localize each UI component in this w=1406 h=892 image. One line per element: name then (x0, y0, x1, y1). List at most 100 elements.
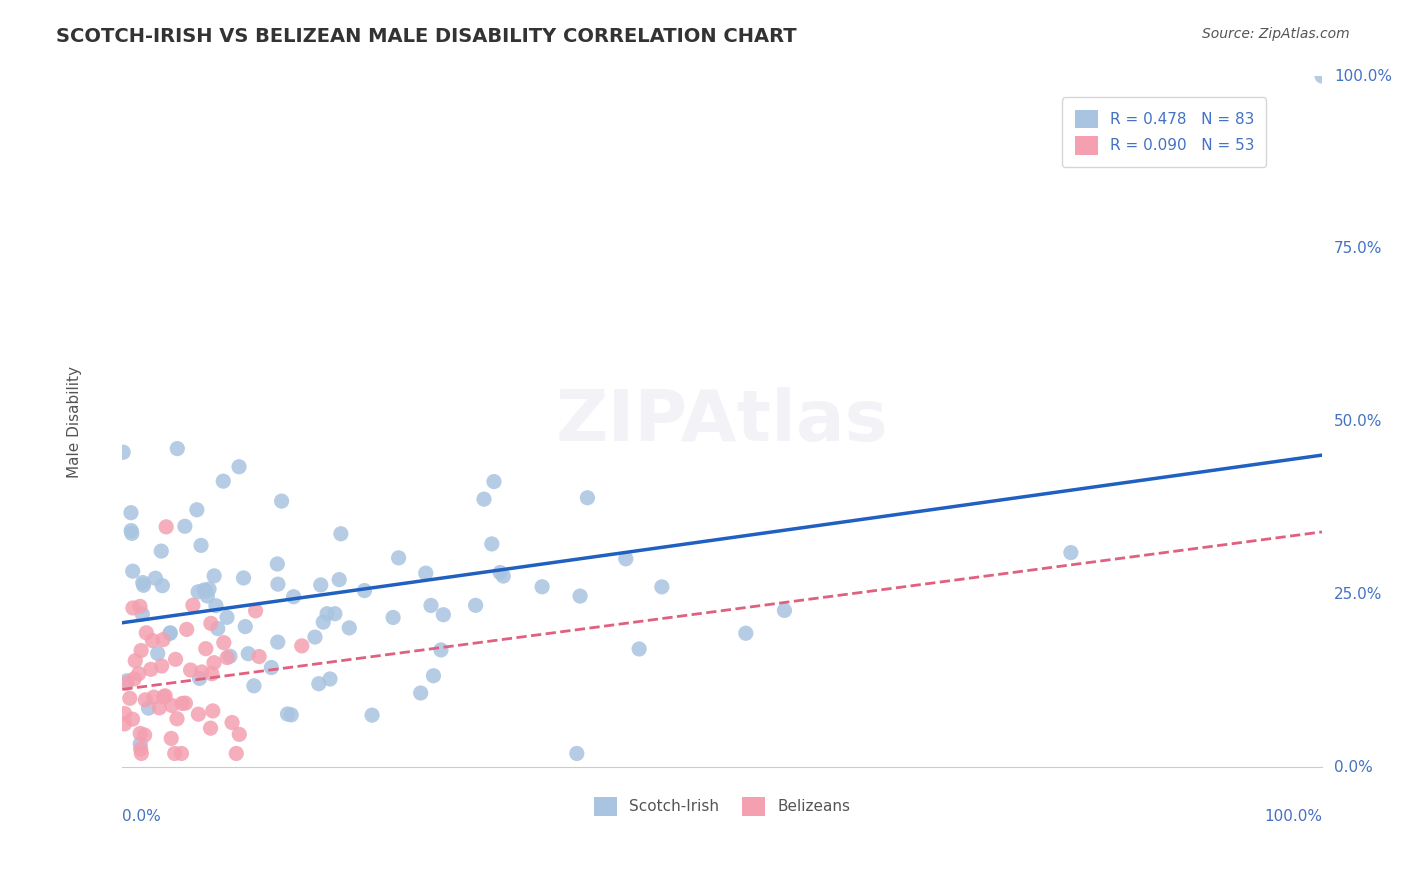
Point (193, 582, 215, 597)
Point (773, 603, 796, 617)
Point (131, 747, 153, 761)
Point (129, 737, 152, 751)
Point (146, 647, 169, 661)
Point (233, 619, 256, 633)
Text: 75.0%: 75.0% (1334, 242, 1382, 256)
Point (232, 571, 254, 585)
Point (309, 578, 332, 592)
Point (124, 654, 146, 668)
Point (112, 445, 135, 459)
Point (382, 610, 405, 624)
Point (266, 557, 288, 571)
Point (138, 701, 160, 715)
Point (316, 607, 339, 621)
Point (163, 747, 186, 761)
Point (139, 662, 162, 676)
Point (432, 607, 454, 622)
Point (492, 569, 515, 583)
Point (481, 537, 503, 551)
Point (187, 585, 209, 599)
Point (129, 742, 152, 756)
Point (148, 701, 170, 715)
Text: 50.0%: 50.0% (1334, 414, 1382, 429)
Point (142, 690, 165, 705)
Point (238, 647, 260, 661)
Point (194, 641, 217, 656)
Point (200, 721, 222, 735)
Text: Source: ZipAtlas.com: Source: ZipAtlas.com (1202, 27, 1350, 41)
Legend: Scotch-Irish, Belizeans: Scotch-Irish, Belizeans (588, 791, 856, 822)
Point (221, 715, 243, 730)
Point (409, 686, 432, 700)
Point (201, 704, 224, 718)
Point (114, 706, 136, 721)
Point (323, 607, 346, 621)
Point (276, 706, 298, 721)
Text: 100.0%: 100.0% (1334, 69, 1392, 84)
Point (121, 712, 143, 726)
Point (122, 672, 145, 686)
Point (207, 622, 229, 636)
Point (212, 635, 235, 649)
Point (160, 698, 183, 713)
Point (188, 672, 211, 686)
Point (267, 635, 290, 649)
Point (134, 693, 156, 707)
Point (186, 502, 208, 516)
Point (153, 689, 176, 703)
Point (361, 708, 384, 723)
Point (174, 696, 197, 710)
Point (122, 601, 145, 615)
Point (135, 625, 157, 640)
Point (180, 663, 202, 677)
Point (464, 599, 486, 613)
Point (132, 575, 155, 590)
Point (152, 632, 174, 647)
Point (198, 582, 221, 596)
Point (1060, 545, 1083, 559)
Point (145, 571, 167, 585)
Point (129, 599, 152, 614)
Point (304, 630, 326, 644)
Point (565, 747, 588, 761)
Point (217, 650, 239, 665)
Point (120, 524, 142, 538)
Text: 25.0%: 25.0% (1334, 587, 1382, 602)
Point (267, 577, 290, 591)
Point (114, 717, 136, 731)
Text: SCOTCH-IRISH VS BELIZEAN MALE DISABILITY CORRELATION CHART: SCOTCH-IRISH VS BELIZEAN MALE DISABILITY… (56, 27, 797, 45)
Point (166, 712, 188, 726)
Point (159, 626, 181, 640)
Point (614, 551, 637, 566)
Point (472, 492, 495, 507)
Point (243, 679, 266, 693)
Point (415, 566, 437, 581)
Point (280, 707, 302, 722)
Point (245, 604, 267, 618)
Point (128, 666, 150, 681)
Point (121, 526, 143, 541)
Point (312, 615, 335, 629)
Point (202, 656, 225, 670)
Point (205, 599, 228, 613)
Point (569, 589, 592, 603)
Point (150, 579, 173, 593)
Point (121, 564, 143, 578)
Point (115, 676, 138, 690)
Point (202, 569, 225, 583)
Point (628, 642, 651, 657)
Point (200, 616, 222, 631)
Point (160, 731, 183, 746)
Point (173, 519, 195, 533)
Text: 0.0%: 0.0% (122, 809, 162, 823)
Point (141, 633, 163, 648)
Point (225, 747, 247, 761)
Point (134, 728, 156, 742)
Point (422, 669, 444, 683)
Point (260, 660, 283, 674)
Point (159, 625, 181, 640)
Point (150, 544, 173, 558)
Point (420, 599, 443, 613)
Point (328, 573, 350, 587)
Point (115, 673, 138, 688)
